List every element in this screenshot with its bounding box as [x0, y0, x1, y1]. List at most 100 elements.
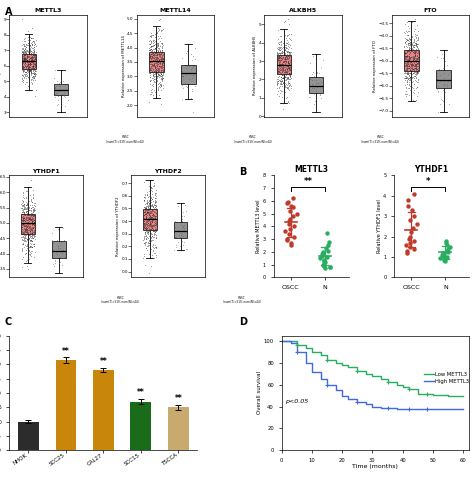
- Point: [407, 58, 414, 66]
- Point: [284, 40, 292, 48]
- Point: [148, 206, 156, 213]
- Point: [31, 58, 39, 65]
- Point: [283, 68, 291, 76]
- Point: [282, 94, 290, 102]
- Point: [30, 47, 38, 55]
- Point: [145, 219, 152, 227]
- Point: [159, 74, 167, 82]
- Point: [144, 219, 152, 227]
- Point: [147, 208, 155, 216]
- Point: [147, 45, 155, 53]
- Point: [27, 236, 35, 243]
- Point: [27, 226, 35, 233]
- Point: [49, 249, 56, 257]
- Point: [19, 44, 27, 51]
- Point: [149, 36, 156, 44]
- Point: [287, 54, 294, 61]
- Point: [148, 213, 156, 221]
- Point: [148, 52, 155, 60]
- Point: [404, 69, 411, 76]
- Point: [150, 200, 157, 208]
- Point: [28, 55, 36, 62]
- Point: [147, 60, 155, 68]
- Point: [311, 97, 319, 105]
- Point: [283, 57, 290, 65]
- Point: [56, 85, 64, 92]
- Point: [140, 203, 147, 211]
- Point: [410, 57, 417, 64]
- Point: [26, 232, 34, 240]
- Point: [413, 83, 421, 91]
- Point: [30, 218, 37, 226]
- Point: [407, 94, 414, 102]
- Point: [26, 67, 33, 75]
- Point: [154, 60, 162, 68]
- Point: [19, 217, 27, 225]
- Point: [447, 76, 454, 84]
- Point: [405, 54, 412, 62]
- Point: [22, 68, 30, 76]
- Point: [19, 62, 27, 70]
- Point: [18, 64, 26, 72]
- Point: [149, 94, 157, 102]
- Point: [144, 188, 151, 196]
- Point: [27, 240, 35, 248]
- Point: [155, 72, 162, 80]
- Point: [30, 242, 38, 250]
- Point: [27, 34, 35, 42]
- Point: [55, 258, 63, 266]
- Point: [442, 237, 449, 244]
- Point: [141, 239, 148, 247]
- Point: [446, 69, 454, 76]
- Point: [154, 70, 161, 77]
- Point: [155, 45, 162, 52]
- Point: [26, 206, 33, 214]
- Point: [31, 69, 39, 77]
- Point: [29, 190, 37, 198]
- Point: [156, 57, 164, 64]
- Point: [149, 76, 157, 84]
- Point: [140, 205, 147, 213]
- Point: [413, 55, 420, 63]
- Point: [147, 186, 155, 194]
- Point: [32, 70, 39, 78]
- Point: [22, 225, 30, 232]
- Point: [283, 83, 291, 91]
- Point: [286, 53, 294, 60]
- Point: [19, 63, 27, 71]
- Point: [401, 61, 408, 69]
- Point: [401, 49, 409, 57]
- Point: [157, 37, 164, 45]
- Point: [150, 86, 157, 93]
- Point: [409, 65, 417, 73]
- Point: [148, 222, 156, 230]
- Point: [29, 56, 36, 64]
- Point: [20, 56, 28, 64]
- Point: [27, 216, 35, 224]
- Point: [171, 246, 178, 254]
- Point: [32, 42, 40, 50]
- Point: [276, 76, 283, 84]
- Point: [22, 226, 29, 234]
- Point: [283, 40, 291, 47]
- Point: [402, 92, 410, 100]
- Point: [144, 224, 152, 231]
- Point: [28, 242, 36, 250]
- Point: [31, 207, 38, 214]
- Point: [401, 74, 409, 82]
- High METTL3: [379, 405, 384, 410]
- Point: [22, 71, 29, 78]
- Point: [31, 54, 39, 62]
- PathPatch shape: [173, 222, 187, 238]
- Point: [147, 48, 155, 56]
- Point: [25, 215, 33, 223]
- Point: [318, 251, 325, 258]
- Point: [408, 83, 415, 91]
- Point: [159, 67, 167, 75]
- Point: [22, 215, 30, 223]
- Point: [155, 56, 163, 63]
- Point: [159, 60, 167, 67]
- Point: [51, 257, 59, 265]
- Point: [405, 72, 413, 80]
- Point: [28, 220, 36, 228]
